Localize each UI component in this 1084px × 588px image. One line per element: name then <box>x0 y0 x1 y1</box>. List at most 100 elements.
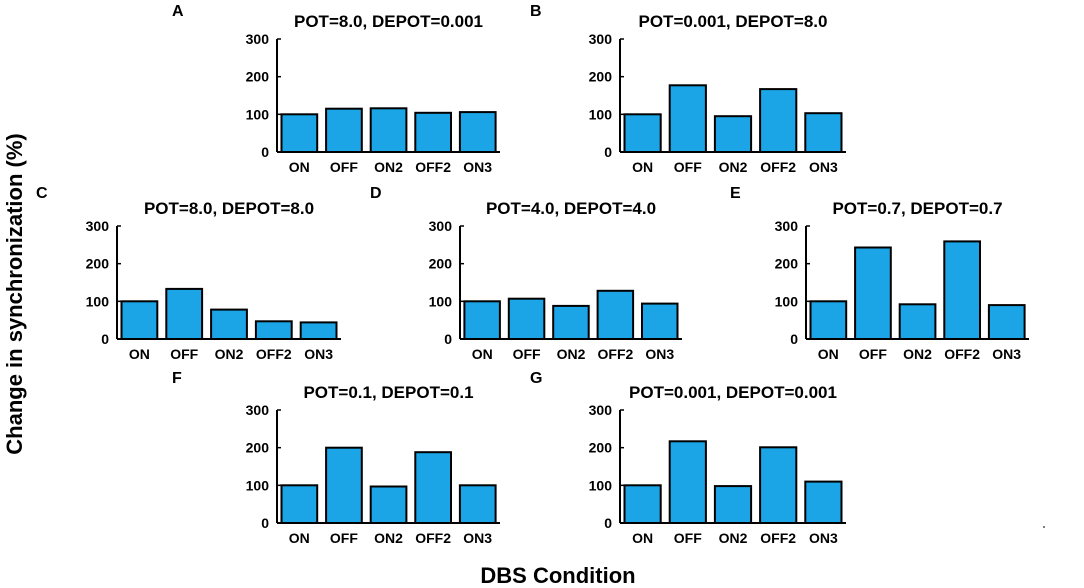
bar-off <box>854 246 892 340</box>
x-tick-label: OFF <box>674 159 702 175</box>
y-tick-label: 200 <box>86 256 110 272</box>
panel-label: C <box>36 185 48 202</box>
y-tick-label: 200 <box>429 256 453 272</box>
panel-b: B POT=0.001, DEPOT=8.0 ON OFF ON2 OFF2 ON3 0 100… <box>530 3 846 175</box>
bar-off <box>668 440 707 524</box>
stray-dot <box>1043 526 1045 528</box>
x-tick-label: OFF <box>170 346 198 362</box>
bar-off2 <box>596 289 635 340</box>
x-tick-label: ON <box>632 159 653 175</box>
x-tick-label: OFF2 <box>256 346 292 362</box>
panel-g: G POT=0.001, DEPOT=0.001 ON OFF ON2 OFF2 ON3 0 1… <box>530 370 846 546</box>
bar-off2 <box>943 240 981 340</box>
y-tick-label: 0 <box>604 515 612 531</box>
y-tick-label: 300 <box>775 218 799 234</box>
x-tick-label: ON3 <box>463 530 492 546</box>
y-tick-label: 200 <box>775 256 799 272</box>
x-tick-label: ON <box>129 346 150 362</box>
y-tick-label: 0 <box>444 331 452 347</box>
y-tick-label: 100 <box>246 477 270 493</box>
y-tick-label: 100 <box>246 106 270 122</box>
x-tick-label: OFF <box>859 346 887 362</box>
y-tick-label: 100 <box>429 293 453 309</box>
bar-off <box>325 107 363 153</box>
bar-off2 <box>414 451 452 525</box>
y-tick-label: 300 <box>429 218 453 234</box>
panel-a: A POT=8.0, DEPOT=0.001 ON OFF ON2 OFF2 ON3 0 100… <box>172 3 500 175</box>
y-tick-label: 0 <box>790 331 798 347</box>
bar-off2 <box>759 446 798 524</box>
panel-label: A <box>172 3 184 20</box>
x-tick-label: ON2 <box>719 530 748 546</box>
bar-on2 <box>713 485 753 525</box>
bar-on3 <box>987 304 1026 341</box>
bar-on3 <box>458 111 497 153</box>
panel-title: POT=8.0, DEPOT=8.0 <box>144 199 314 218</box>
bar-on <box>280 484 319 524</box>
panel-title: POT=0.001, DEPOT=8.0 <box>639 12 828 31</box>
bar-on <box>120 300 159 340</box>
panel-label: D <box>370 185 382 202</box>
bar-on <box>623 113 662 154</box>
panel-title: POT=0.001, DEPOT=0.001 <box>629 383 837 402</box>
x-tick-label: OFF2 <box>760 159 796 175</box>
x-tick-label: OFF2 <box>944 346 980 362</box>
y-tick-label: 300 <box>86 218 110 234</box>
panel-e: E POT=0.7, DEPOT=0.7 ON OFF ON2 OFF2 ON3 0 100 20… <box>730 185 1029 362</box>
x-tick-label: ON2 <box>903 346 932 362</box>
x-tick-label: OFF2 <box>415 530 451 546</box>
y-tick-label: 100 <box>589 477 613 493</box>
bar-off <box>165 287 204 340</box>
bar-on2 <box>369 485 408 524</box>
x-tick-label: OFF <box>330 159 358 175</box>
x-tick-label: ON <box>632 530 653 546</box>
x-tick-label: ON2 <box>719 159 748 175</box>
x-tick-label: ON2 <box>374 530 403 546</box>
bar-on <box>280 113 319 154</box>
x-tick-label: ON2 <box>557 346 586 362</box>
bar-on2 <box>898 303 937 340</box>
panel-label: G <box>530 370 542 387</box>
y-tick-label: 100 <box>775 293 799 309</box>
x-tick-label: ON <box>289 159 310 175</box>
bar-on2 <box>713 115 753 153</box>
panel-title: POT=8.0, DEPOT=0.001 <box>294 12 483 31</box>
y-tick-label: 200 <box>246 69 270 85</box>
x-tick-label: OFF <box>330 530 358 546</box>
x-tick-label: ON3 <box>809 159 838 175</box>
x-tick-label: ON <box>472 346 493 362</box>
panel-title: POT=0.1, DEPOT=0.1 <box>303 383 473 402</box>
x-tick-label: ON <box>289 530 310 546</box>
panel-label: B <box>530 3 542 20</box>
y-tick-label: 0 <box>101 331 109 347</box>
panel-label: E <box>730 185 741 202</box>
y-tick-label: 0 <box>604 144 612 160</box>
panel-d: D POT=4.0, DEPOT=4.0 ON OFF ON2 OFF2 ON3 0 100 20… <box>370 185 682 362</box>
bar-on3 <box>804 480 843 525</box>
y-axis-label: Change in synchronization (%) <box>2 133 27 454</box>
bar-on <box>809 300 848 340</box>
x-tick-label: ON3 <box>992 346 1021 362</box>
bar-on3 <box>804 112 843 153</box>
y-tick-label: 0 <box>261 515 269 531</box>
x-tick-label: OFF2 <box>415 159 451 175</box>
bar-on <box>463 300 501 340</box>
bar-off2 <box>759 88 798 153</box>
panel-title: POT=0.7, DEPOT=0.7 <box>832 199 1002 218</box>
bar-on3 <box>458 484 497 524</box>
bar-off2 <box>254 320 293 340</box>
y-tick-label: 300 <box>246 402 270 418</box>
y-tick-label: 300 <box>589 402 613 418</box>
y-tick-label: 300 <box>589 31 613 47</box>
bar-off <box>507 297 546 341</box>
panel-label: F <box>172 370 182 387</box>
y-tick-label: 0 <box>261 144 269 160</box>
y-tick-label: 300 <box>246 31 270 47</box>
x-tick-label: ON3 <box>463 159 492 175</box>
x-axis-label: DBS Condition <box>480 563 635 588</box>
bar-on2 <box>552 304 590 340</box>
bar-on2 <box>210 308 248 341</box>
y-tick-label: 200 <box>246 440 270 456</box>
bar-on3 <box>641 302 679 341</box>
